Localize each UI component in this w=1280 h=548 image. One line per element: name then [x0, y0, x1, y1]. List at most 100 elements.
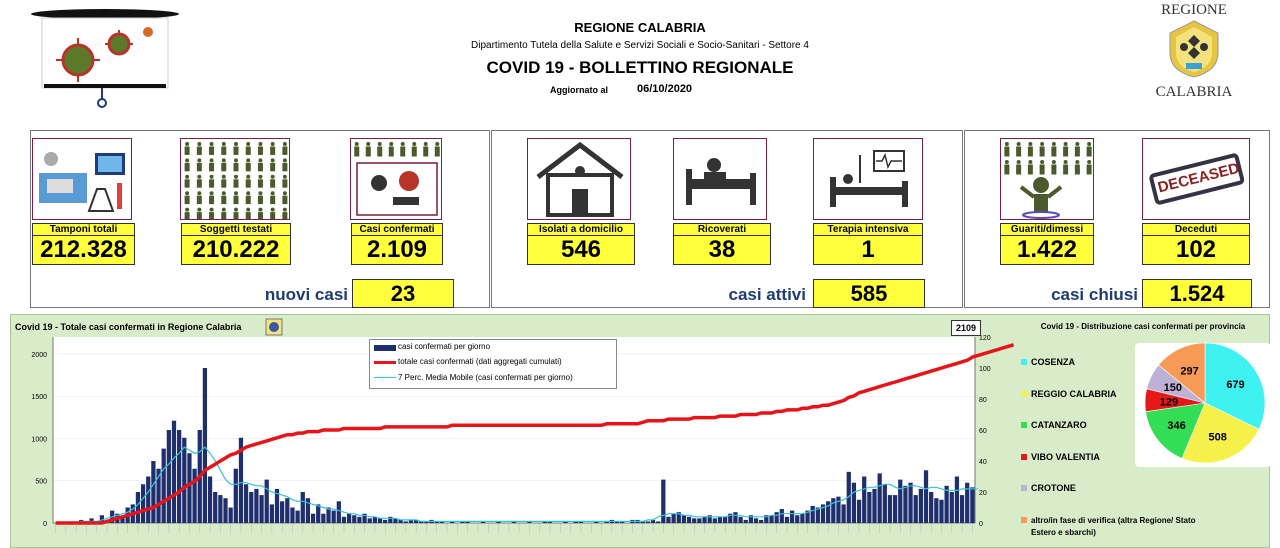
person-icon	[282, 142, 288, 155]
daily-bar	[264, 479, 269, 523]
person-icon	[1074, 160, 1080, 175]
daily-bar	[959, 495, 965, 523]
logo-top-text: REGIONE	[1161, 2, 1227, 18]
bulletin-title: COVID 19 - BOLLETTINO REGIONALE	[486, 58, 794, 77]
daily-bar	[717, 516, 723, 523]
daily-bar	[135, 492, 141, 523]
daily-bar	[836, 496, 841, 523]
daily-bar	[171, 420, 177, 523]
person-icon	[184, 191, 190, 205]
daily-bar	[934, 498, 939, 523]
daily-bar	[542, 521, 547, 523]
daily-bar	[547, 521, 553, 523]
hospital-bed-icon	[673, 138, 767, 220]
daily-bar	[249, 492, 254, 523]
daily-bar	[243, 484, 249, 523]
daily-bar	[310, 513, 316, 523]
daily-bar	[419, 521, 424, 523]
left-tick-label: 1000	[31, 436, 47, 443]
right-tick-label: 20	[979, 490, 987, 497]
daily-bar	[207, 476, 213, 523]
person-icon	[196, 142, 202, 155]
daily-bar	[383, 519, 388, 523]
legend-bar-swatch	[374, 345, 396, 351]
daily-bar	[604, 521, 609, 523]
daily-bar	[707, 515, 712, 523]
daily-bar	[769, 515, 774, 523]
daily-bar	[161, 448, 166, 523]
casi-chiusi-value: 1.524	[1142, 279, 1252, 308]
pie-slice	[1145, 402, 1206, 459]
deceased-stamp-icon: DECEASED	[1142, 138, 1250, 220]
person-icon	[245, 207, 251, 219]
person-icon	[257, 207, 263, 219]
person-icon	[233, 191, 239, 205]
person-icon	[221, 207, 227, 219]
person-icon	[282, 158, 288, 172]
daily-bar	[398, 519, 403, 523]
person-icon	[245, 158, 251, 172]
pie-value-label: 679	[1226, 379, 1244, 391]
coat-of-arms-icon	[1169, 20, 1219, 78]
daily-bar	[346, 513, 352, 523]
person-icon	[270, 207, 276, 219]
daily-bar	[357, 516, 362, 523]
daily-bar	[331, 510, 336, 523]
daily-bar	[280, 501, 285, 523]
daily-bar	[450, 521, 455, 523]
legend-ma-label: 7 Perc. Media Mobile (casi confermati pe…	[398, 373, 573, 382]
daily-bar	[290, 507, 295, 523]
person-icon	[209, 158, 215, 172]
daily-bar	[918, 488, 923, 523]
daily-bar	[671, 513, 676, 523]
daily-bar	[723, 516, 728, 523]
pie-value-label: 297	[1180, 366, 1198, 378]
daily-bar	[686, 516, 692, 523]
daily-bar	[810, 505, 815, 523]
daily-bar	[300, 492, 305, 523]
daily-bar	[851, 482, 857, 523]
total-cases-line	[55, 343, 1015, 525]
person-icon	[221, 174, 227, 188]
person-icon	[209, 174, 215, 188]
daily-bar	[413, 519, 419, 523]
recovered-icon	[1000, 138, 1094, 220]
person-icon	[377, 142, 383, 157]
daily-bar	[563, 521, 568, 523]
daily-bar	[594, 521, 599, 523]
daily-bar	[465, 521, 470, 523]
person-icon	[209, 142, 215, 155]
daily-bar	[867, 492, 872, 523]
daily-bar	[619, 521, 625, 523]
person-icon	[400, 142, 406, 157]
pie-slice	[1181, 402, 1260, 464]
daily-bar	[908, 482, 913, 523]
person-icon	[245, 191, 251, 205]
daily-bar	[259, 495, 264, 523]
pie-value-label: 346	[1167, 420, 1185, 432]
daily-bar	[862, 476, 867, 523]
pie-value-label: 508	[1209, 432, 1227, 444]
illustration-panel	[30, 8, 180, 112]
person-icon	[221, 142, 227, 155]
person-icon	[196, 158, 202, 172]
daily-bar	[944, 485, 949, 523]
daily-bar	[146, 476, 151, 523]
daily-bar	[877, 473, 882, 523]
daily-bar	[336, 501, 341, 523]
person-icon	[1004, 160, 1010, 175]
daily-bar	[140, 484, 146, 523]
main-chart: 0 500 1000 1500 2000 0 20 40 60 80 100 120	[31, 335, 1015, 533]
left-tick-label: 0	[43, 521, 47, 528]
person-icon	[1051, 142, 1057, 157]
confermati-value: 2.109	[351, 235, 443, 265]
daily-bar	[650, 519, 656, 523]
daily-bar	[480, 521, 486, 523]
daily-bar	[692, 518, 697, 523]
person-icon	[365, 142, 371, 157]
daily-bar	[352, 515, 357, 523]
daily-bar	[784, 516, 790, 523]
right-tick-label: 40	[979, 459, 987, 466]
daily-bar	[774, 512, 779, 523]
person-icon	[354, 142, 360, 157]
